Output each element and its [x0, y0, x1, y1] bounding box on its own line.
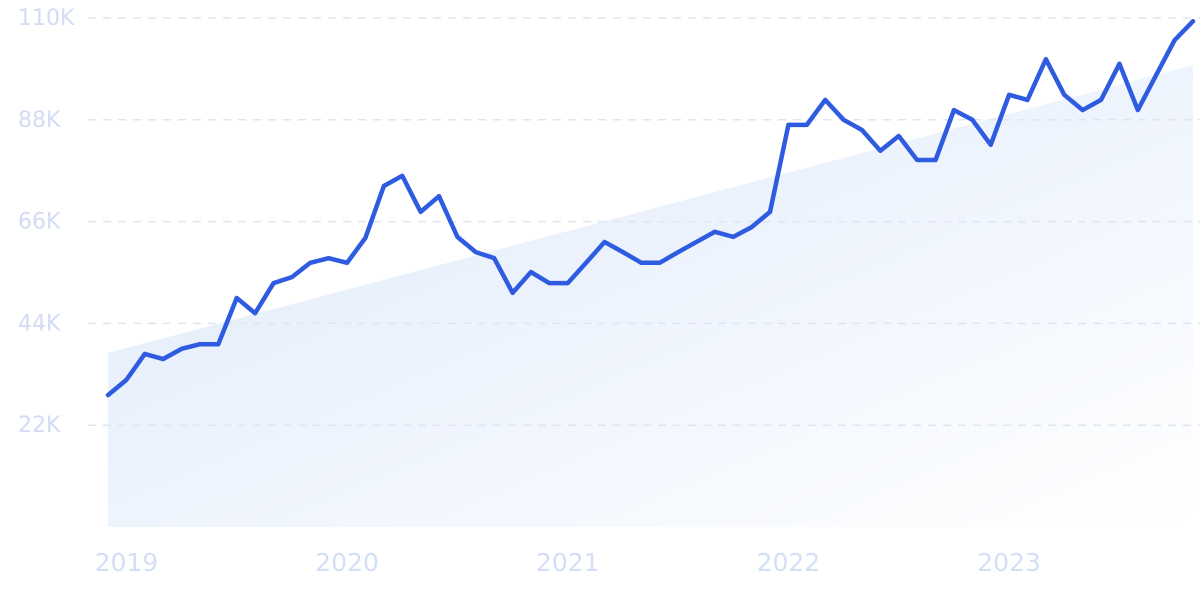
x-tick-label: 2020 — [315, 548, 379, 577]
x-tick-label: 2021 — [536, 548, 600, 577]
x-tick-label: 2023 — [977, 548, 1041, 577]
y-tick-label: 110K — [18, 6, 75, 31]
trend-area — [108, 65, 1193, 527]
y-tick-label: 22K — [18, 413, 61, 438]
x-tick-label: 2019 — [95, 548, 159, 577]
y-tick-label: 44K — [18, 311, 61, 336]
y-tick-label: 66K — [18, 210, 61, 235]
x-tick-label: 2022 — [757, 548, 821, 577]
line — [105, 18, 1196, 398]
y-tick-label: 88K — [18, 108, 61, 133]
